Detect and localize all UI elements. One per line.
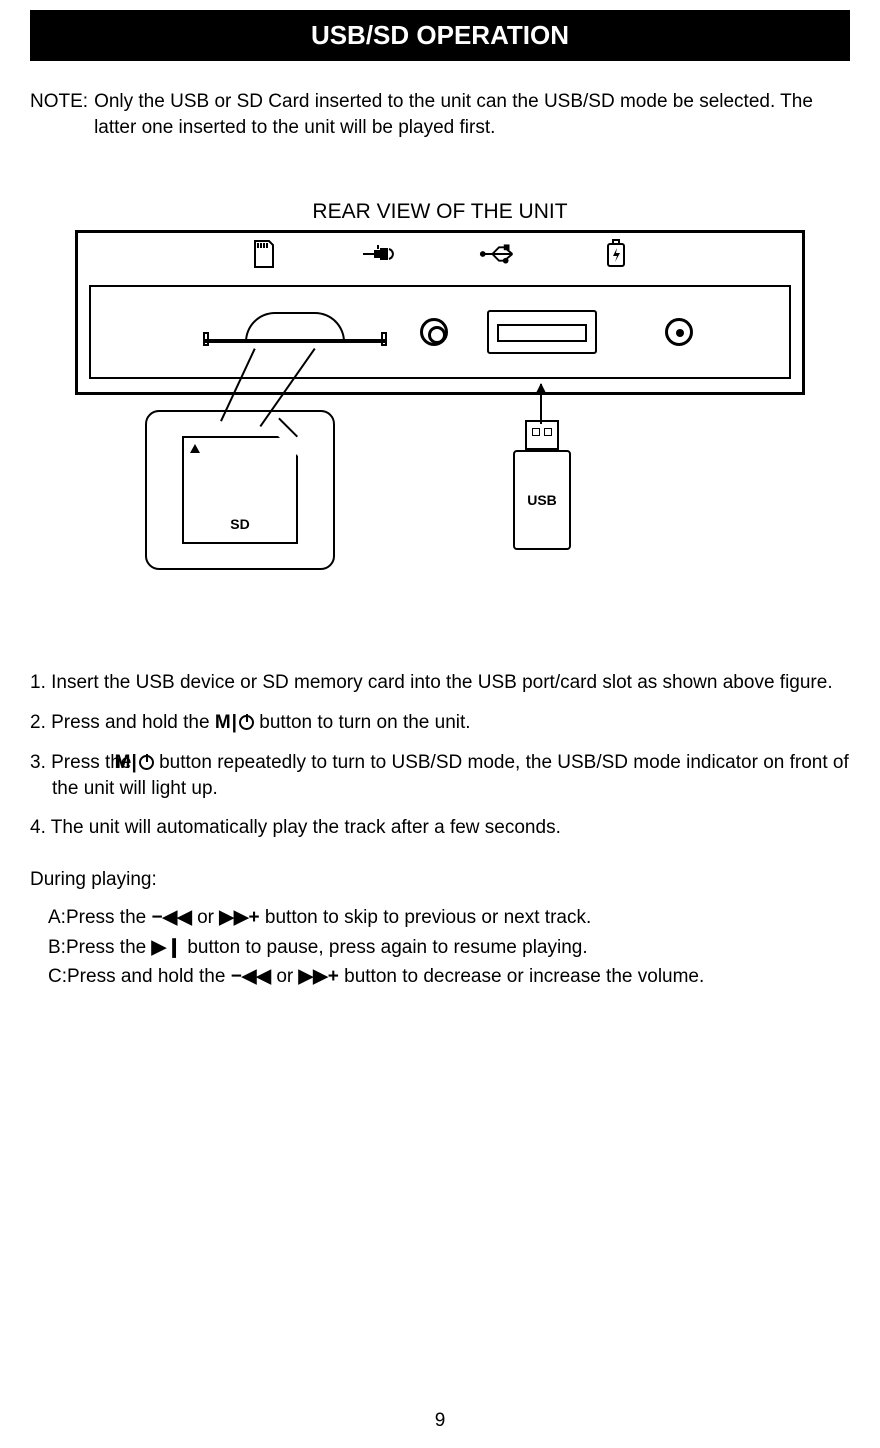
subA-mid: or: [197, 907, 219, 928]
usb-icon: [478, 238, 520, 270]
next-icon: ▶▶+: [219, 903, 259, 932]
mode-power-icon: M|: [137, 750, 154, 776]
subB-post: button to pause, press again to resume p…: [187, 937, 587, 958]
step-4: 4. The unit will automatically play the …: [30, 815, 850, 841]
power-icon: [595, 238, 637, 270]
step-3: 3. Press the M| button repeatedly to tur…: [30, 750, 850, 801]
step2-pre: 2. Press and hold the: [30, 712, 215, 733]
sd-callout: SD: [145, 410, 335, 570]
sd-icon: [243, 238, 285, 270]
top-icon-row: [75, 238, 805, 270]
prev-icon: −◀◀: [231, 962, 271, 991]
sd-card-label: SD: [184, 516, 296, 532]
next-icon: ▶▶+: [299, 962, 339, 991]
usb-arrow: [540, 384, 542, 424]
subA-pre: A:Press the: [48, 907, 152, 928]
usb-port: [487, 310, 597, 354]
prev-icon: −◀◀: [152, 903, 192, 932]
sub-a: A:Press the −◀◀ or ▶▶+ button to skip to…: [48, 903, 850, 933]
rear-view-label: REAR VIEW OF THE UNIT: [30, 200, 850, 224]
step-1: 1. Insert the USB device or SD memory ca…: [30, 670, 850, 696]
sd-card: SD: [182, 436, 298, 544]
usb-drive: USB: [513, 420, 571, 550]
subC-mid: or: [276, 966, 298, 987]
aux-icon: [360, 238, 402, 270]
subC-pre: C:Press and hold the: [48, 966, 231, 987]
step2-post: button to turn on the unit.: [259, 712, 470, 733]
mode-power-icon: M|: [215, 710, 254, 736]
page-number: 9: [0, 1410, 880, 1432]
subB-pre: B:Press the: [48, 937, 152, 958]
subC-post: button to decrease or increase the volum…: [344, 966, 704, 987]
step-2: 2. Press and hold the M| button to turn …: [30, 710, 850, 736]
title-bar: USB/SD OPERATION: [30, 10, 850, 61]
note-block: NOTE: Only the USB or SD Card inserted t…: [30, 89, 850, 140]
step3-post: button repeatedly to turn to USB/SD mode…: [52, 752, 849, 799]
sub-c: C:Press and hold the −◀◀ or ▶▶+ button t…: [48, 962, 850, 992]
subA-post: button to skip to previous or next track…: [265, 907, 591, 928]
play-pause-icon: ▶❙: [152, 933, 183, 962]
note-label: NOTE:: [30, 89, 88, 140]
during-playing-label: During playing:: [30, 869, 850, 891]
sd-slot: [205, 320, 385, 346]
note-text: Only the USB or SD Card inserted to the …: [94, 89, 850, 140]
during-playing-list: A:Press the −◀◀ or ▶▶+ button to skip to…: [30, 903, 850, 992]
usb-drive-label: USB: [513, 450, 571, 550]
rear-view-diagram: SD USB: [75, 230, 805, 590]
sub-b: B:Press the ▶❙ button to pause, press ag…: [48, 933, 850, 963]
